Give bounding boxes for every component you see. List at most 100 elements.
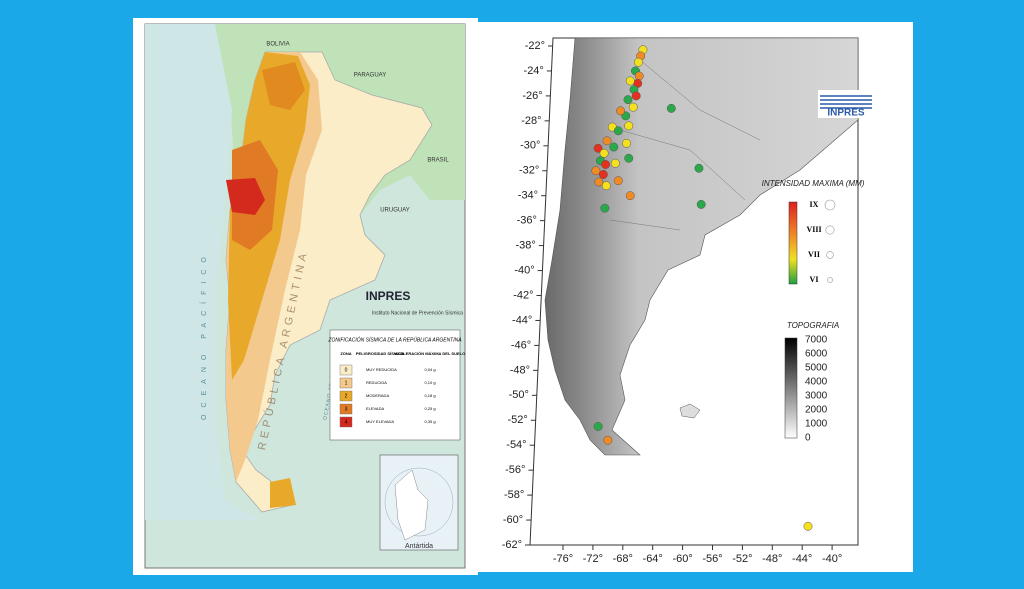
intensity-label: VIII <box>806 225 821 234</box>
zone-swatch <box>339 390 353 402</box>
zone-swatch <box>339 416 353 428</box>
earthquake <box>625 76 635 86</box>
topo-label: 2000 <box>805 405 828 416</box>
topo-label: 7000 <box>805 335 828 346</box>
lon-tick-label: -44° <box>792 553 812 565</box>
zone-swatch <box>339 403 353 415</box>
intensity-bar <box>788 201 798 285</box>
zone-hazard: ELEVADA <box>366 406 384 411</box>
zone-accel: 0,25 g <box>424 406 435 411</box>
zone-number: 4 <box>345 419 348 425</box>
topo-label: 1000 <box>805 419 828 430</box>
lat-tick-label: -24° <box>524 65 544 77</box>
earthquake <box>598 170 608 179</box>
lat-tick-label: -60° <box>503 514 523 526</box>
topo-label: 6000 <box>805 349 828 360</box>
earthquake <box>594 177 604 187</box>
falklands <box>679 403 701 419</box>
zone-2 <box>270 478 296 508</box>
lon-tick-label: -68° <box>613 553 633 565</box>
ocean-label: OCEANO PACÍFICO <box>199 250 208 420</box>
earthquake <box>591 166 601 176</box>
earthquake <box>633 57 643 67</box>
lon-tick-label: -56° <box>702 553 722 565</box>
earthquake <box>602 136 612 146</box>
intensity-label: VII <box>808 250 820 259</box>
zone-accel: 0,18 g <box>424 393 435 398</box>
intensity-circle <box>824 199 836 211</box>
zone-hazard: MUY REDUCIDA <box>366 367 397 372</box>
lat-tick-label: -54° <box>506 439 526 451</box>
earthquake <box>803 521 813 531</box>
lat-tick-label: -32° <box>519 165 539 177</box>
antarctica <box>394 469 429 541</box>
lat-tick-label: -58° <box>504 489 524 501</box>
lat-tick-label: -30° <box>520 140 540 152</box>
legend-table: ZONIFICACIÓN SÍSMICA DE LA REPÚBLICA ARG… <box>327 329 465 441</box>
earthquake <box>601 181 611 191</box>
earthquake <box>628 102 638 112</box>
intensity-label: IX <box>810 200 819 209</box>
earthquake <box>624 153 634 163</box>
zone-hazard: MUY ELEVADA <box>366 419 394 424</box>
lat-tick-label: -56° <box>505 464 525 476</box>
lat-tick-label: -34° <box>518 190 538 202</box>
topo-label: 4000 <box>805 377 828 388</box>
country-label: BRASIL <box>427 158 449 164</box>
topo-label: 5000 <box>805 363 828 374</box>
lat-tick-label: -52° <box>507 414 527 426</box>
zone-hazard: MODERADA <box>366 393 389 398</box>
intensity-circle <box>826 251 834 259</box>
zone-accel: 0,04 g <box>424 367 435 372</box>
intensity-label: VI <box>810 275 819 284</box>
earthquake <box>613 126 623 136</box>
earthquake <box>666 103 676 113</box>
lat-tick-label: -50° <box>509 389 529 401</box>
logo: INPRES <box>366 289 411 303</box>
earthquake <box>696 199 706 209</box>
topo-bar <box>784 337 798 439</box>
earthquake <box>603 435 613 445</box>
intensity-circle <box>825 225 835 235</box>
zone-number: 3 <box>345 406 348 412</box>
earthquake <box>624 121 634 131</box>
lon-tick-label: -40° <box>822 553 842 565</box>
topo-label: 0 <box>805 433 811 444</box>
zone-accel: 0,35 g <box>424 419 435 424</box>
right-map: INPRES INTENSIDAD MAXIMA (MM) TOPOGRAFIA… <box>478 22 913 572</box>
lat-tick-label: -46° <box>511 339 531 351</box>
zone-3 <box>262 62 305 110</box>
lon-tick-label: -64° <box>643 553 663 565</box>
legend-header: ACELERACIÓN MÁXIMA DEL SUELO <box>395 351 465 356</box>
lon-tick-label: -48° <box>762 553 782 565</box>
earthquake <box>613 176 623 186</box>
lat-tick-label: -36° <box>517 215 537 227</box>
earthquake <box>694 163 704 173</box>
logo-lines <box>820 95 872 109</box>
earthquake <box>593 143 603 153</box>
lat-tick-label: -26° <box>522 90 542 102</box>
lat-tick-label: -62° <box>502 539 522 551</box>
lat-tick-label: -22° <box>525 40 545 52</box>
earthquake <box>601 160 611 169</box>
lon-tick-label: -76° <box>553 553 573 565</box>
lat-tick-label: -28° <box>521 115 541 127</box>
earthquake <box>609 142 619 152</box>
zone-swatch <box>339 377 353 389</box>
lon-tick-label: -60° <box>672 553 692 565</box>
earthquake <box>616 106 625 116</box>
earthquake <box>599 148 609 158</box>
intensity-title: INTENSIDAD MAXIMA (MM) <box>762 179 865 188</box>
lat-tick-label: -40° <box>514 264 534 276</box>
topo-label: 3000 <box>805 391 828 402</box>
inset-label: Antártida <box>405 543 433 550</box>
zone-number: 0 <box>345 367 348 373</box>
earthquake <box>623 95 633 105</box>
lat-tick-label: -44° <box>512 314 532 326</box>
country-label: PARAGUAY <box>354 73 386 79</box>
left-map: BOLIVIA PARAGUAY BRASIL URUGUAY OCEANO P… <box>133 18 478 575</box>
borders <box>609 59 761 231</box>
earthquake <box>600 203 610 213</box>
lon-tick-label: -52° <box>732 553 752 565</box>
